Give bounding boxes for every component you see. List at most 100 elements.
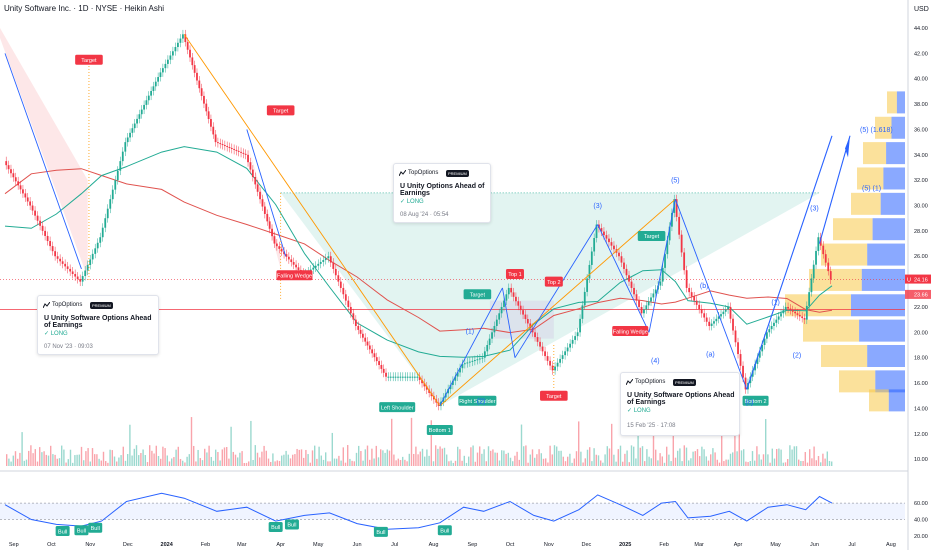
volume-bar [613, 454, 615, 466]
volume-bar [525, 445, 527, 466]
volume-bar [831, 461, 833, 466]
volume-bar [8, 458, 10, 466]
volume-bar [39, 447, 41, 466]
candle-body [661, 267, 664, 282]
falling-wedge-label: Falling Wedge [613, 329, 648, 335]
candle-body [500, 306, 503, 314]
candle-body [461, 364, 464, 369]
candle-body [228, 146, 231, 148]
volume-bar [795, 446, 798, 466]
top-1-label: Top 1 [508, 272, 521, 278]
volume-bar [298, 449, 300, 466]
volume-bar [602, 462, 604, 466]
idea-card-3[interactable]: TopOptions PREMIUM U Unity Software Opti… [620, 372, 740, 436]
candle-body [705, 317, 708, 322]
volume-bar [666, 446, 668, 466]
elliott-wave-label: (1) [466, 329, 475, 336]
volume-bar [745, 461, 747, 466]
volume-bar [789, 445, 791, 466]
volume-bar [597, 455, 600, 466]
candle-body [551, 365, 554, 371]
wedge-line [246, 129, 287, 257]
candle-body [493, 325, 496, 333]
candle-body [717, 316, 720, 319]
volume-bar [439, 446, 441, 466]
volume-profile-bar [821, 243, 868, 266]
volume-bar [611, 423, 613, 466]
candle-body [31, 205, 34, 211]
volume-bar [483, 449, 485, 466]
volume-bar [710, 454, 712, 466]
idea-card-2[interactable]: TopOptions PREMIUM U Unity Options Ahead… [393, 163, 491, 223]
candle-body [645, 305, 648, 310]
candle-body [375, 357, 378, 362]
volume-bar [578, 421, 580, 466]
volume-bar [487, 446, 490, 466]
card-title[interactable]: U Unity Options Ahead of Earnings [400, 183, 485, 197]
left-shoulder-label-bg [379, 402, 416, 413]
candle-body [275, 243, 278, 247]
prev-price-tag [905, 289, 931, 299]
volume-bar [718, 462, 721, 466]
candle-body [49, 241, 52, 247]
candle-body [739, 354, 742, 366]
volume-bar [303, 457, 305, 466]
prev-price-label: 23.66 [914, 292, 928, 298]
candle-body [266, 213, 269, 222]
volume-profile-bar [809, 268, 862, 291]
idea-card-1[interactable]: TopOptions PREMIUM U Unity Software Opti… [37, 295, 159, 355]
volume-bar [331, 432, 333, 466]
candle-body [812, 264, 815, 279]
candle-body [766, 332, 768, 339]
candle-body [7, 165, 10, 170]
volume-profile-bar [867, 243, 905, 266]
candle-body [654, 289, 657, 294]
volume-bar [646, 449, 648, 466]
volume-bar [133, 448, 135, 466]
volume-bar [149, 445, 151, 466]
price-tick-label: 38.00 [914, 102, 928, 108]
volume-bar [615, 461, 617, 466]
volume-bar [648, 456, 650, 466]
volume-bar [762, 454, 765, 466]
candle-body [378, 361, 380, 365]
candle-body [387, 376, 390, 378]
volume-bar [89, 461, 91, 466]
volume-bar [450, 460, 452, 466]
moving-average-medium [4, 146, 833, 358]
candle-body [491, 332, 493, 339]
falling-wedge-label-bg [612, 326, 649, 337]
volume-bar [355, 452, 358, 466]
volume-bar [536, 454, 538, 466]
volume-bar [160, 458, 162, 466]
volume-bar [344, 462, 347, 466]
volume-bar [166, 455, 168, 466]
volume-bar [109, 449, 111, 466]
candle-body [389, 376, 392, 378]
volume-bar [630, 445, 633, 466]
candle-body [564, 351, 567, 356]
card-title[interactable]: U Unity Software Options Ahead of Earnin… [44, 315, 152, 329]
card-title[interactable]: U Unity Software Options Ahead of Earnin… [627, 392, 735, 406]
rsi-bull-label-bg [88, 522, 103, 533]
volume-bar [584, 458, 586, 466]
candle-body [688, 287, 691, 293]
time-tick-label: Oct [47, 542, 56, 548]
candle-body [401, 376, 404, 378]
target-label: Target [470, 292, 486, 298]
candle-body [86, 264, 89, 271]
cup-zone [280, 192, 820, 406]
volume-bar [696, 449, 699, 466]
rsi-bull-label: Bull [287, 523, 296, 529]
volume-bar [683, 445, 685, 466]
candle-body [322, 260, 325, 262]
candle-body [133, 123, 136, 129]
volume-bar [410, 417, 413, 466]
price-tick-label: 40.00 [914, 77, 928, 83]
candle-body [476, 359, 479, 361]
volume-bar [32, 453, 34, 466]
candle-body [59, 258, 62, 262]
volume-bar [311, 450, 314, 466]
